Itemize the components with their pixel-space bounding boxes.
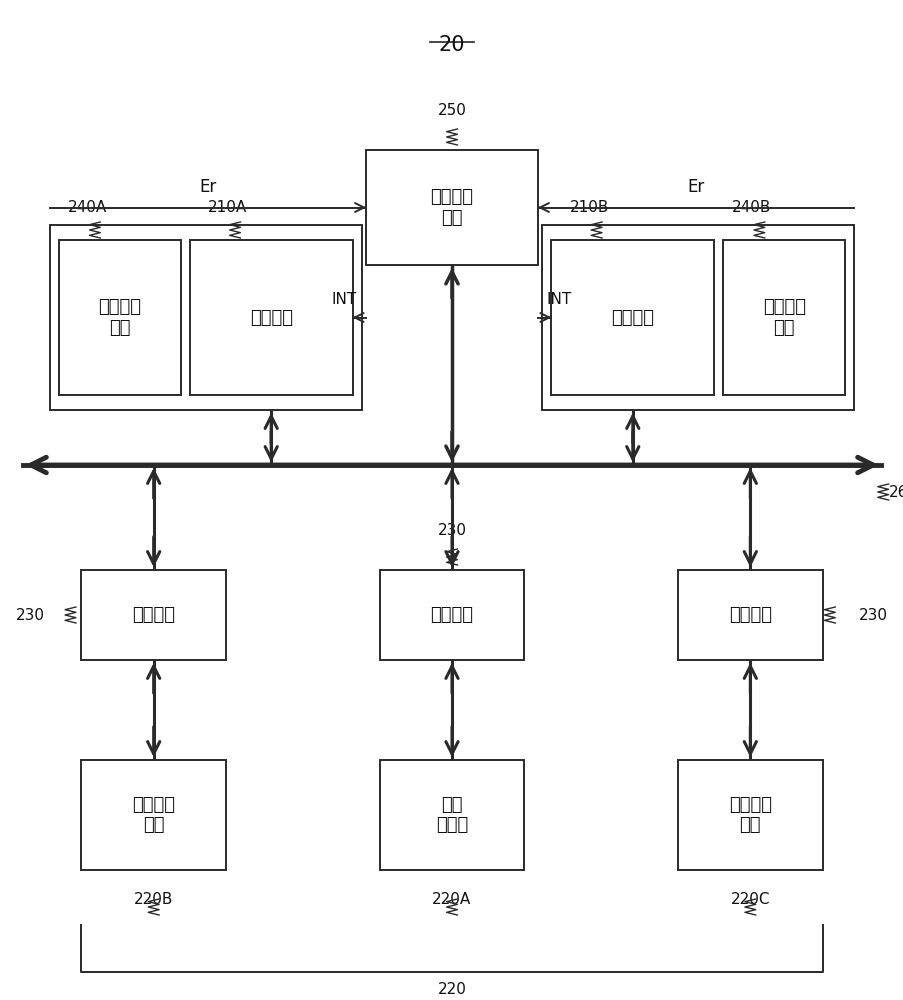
Text: 260: 260 xyxy=(888,485,903,500)
Text: 保证单元: 保证单元 xyxy=(430,606,473,624)
Text: 外围功能
单元: 外围功能 单元 xyxy=(728,796,771,834)
Bar xyxy=(551,240,713,395)
Text: 220: 220 xyxy=(437,982,466,997)
Bar xyxy=(722,240,844,395)
Text: 20: 20 xyxy=(438,35,465,55)
Text: Er: Er xyxy=(199,178,217,196)
Text: 故障检测
单元: 故障检测 单元 xyxy=(98,298,141,337)
Bar xyxy=(542,225,853,410)
Bar xyxy=(677,760,822,870)
Bar xyxy=(81,760,226,870)
Text: 230: 230 xyxy=(16,607,45,622)
Text: 保证单元: 保证单元 xyxy=(132,606,175,624)
Bar xyxy=(677,570,822,660)
Bar xyxy=(59,240,181,395)
Text: 保证单元: 保证单元 xyxy=(728,606,771,624)
Text: 故障检测
单元: 故障检测 单元 xyxy=(762,298,805,337)
Text: 处理单元: 处理单元 xyxy=(249,308,293,326)
Text: 240A: 240A xyxy=(68,200,107,215)
Text: 230: 230 xyxy=(437,523,466,538)
Bar xyxy=(379,760,524,870)
Text: 220A: 220A xyxy=(432,892,471,907)
Text: 210B: 210B xyxy=(569,200,609,215)
Bar xyxy=(50,225,361,410)
Text: INT: INT xyxy=(546,292,572,308)
Text: 250: 250 xyxy=(437,103,466,118)
Bar xyxy=(379,570,524,660)
Bar xyxy=(81,570,226,660)
Bar xyxy=(366,150,537,265)
Text: 220B: 220B xyxy=(134,892,173,907)
Text: 共享
存储器: 共享 存储器 xyxy=(435,796,468,834)
Text: 210A: 210A xyxy=(208,200,247,215)
Text: 处理单元: 处理单元 xyxy=(610,308,654,326)
Text: 230: 230 xyxy=(858,607,887,622)
Text: 外围功能
单元: 外围功能 单元 xyxy=(132,796,175,834)
Text: INT: INT xyxy=(331,292,357,308)
Text: Er: Er xyxy=(686,178,704,196)
Text: 240B: 240B xyxy=(731,200,771,215)
Text: 220C: 220C xyxy=(730,892,769,907)
Bar xyxy=(190,240,352,395)
Text: 中断控制
单元: 中断控制 单元 xyxy=(430,188,473,227)
